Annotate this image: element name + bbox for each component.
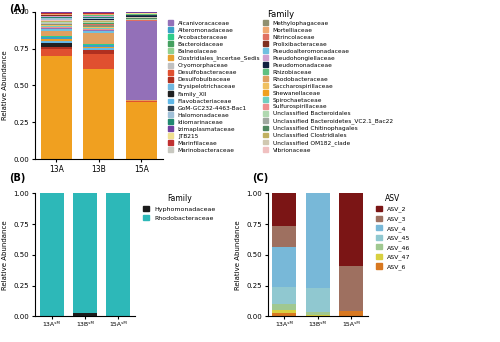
Bar bbox=[306, 288, 330, 312]
Bar bbox=[40, 193, 64, 316]
Bar bbox=[272, 247, 296, 287]
Bar bbox=[126, 22, 156, 100]
Bar bbox=[84, 15, 114, 16]
Bar bbox=[41, 37, 72, 39]
Y-axis label: Relative Abundance: Relative Abundance bbox=[234, 220, 240, 290]
Bar bbox=[272, 226, 296, 247]
Bar bbox=[41, 13, 72, 14]
Y-axis label: Relative Abundance: Relative Abundance bbox=[2, 220, 8, 290]
Bar bbox=[126, 20, 156, 21]
Bar bbox=[41, 20, 72, 21]
Bar bbox=[41, 56, 72, 159]
Bar bbox=[84, 13, 114, 14]
Bar bbox=[126, 17, 156, 18]
Bar bbox=[306, 315, 330, 316]
Bar bbox=[41, 49, 72, 56]
Bar bbox=[73, 193, 97, 313]
Bar bbox=[272, 310, 296, 313]
Bar bbox=[84, 48, 114, 49]
Bar bbox=[41, 16, 72, 17]
Legend: ASV_2, ASV_3, ASV_4, ASV_45, ASV_46, ASV_47, ASV_6: ASV_2, ASV_3, ASV_4, ASV_45, ASV_46, ASV… bbox=[376, 194, 410, 270]
Bar bbox=[41, 18, 72, 19]
Bar bbox=[84, 28, 114, 29]
Bar bbox=[41, 26, 72, 27]
Bar bbox=[41, 47, 72, 49]
Bar bbox=[84, 29, 114, 30]
Bar bbox=[339, 266, 363, 312]
Text: (A): (A) bbox=[9, 4, 26, 14]
Bar bbox=[126, 14, 156, 15]
Bar bbox=[41, 22, 72, 23]
Bar bbox=[41, 43, 72, 47]
Bar bbox=[41, 12, 72, 13]
Bar bbox=[126, 16, 156, 17]
Bar bbox=[73, 313, 97, 316]
Bar bbox=[272, 287, 296, 304]
Bar bbox=[84, 12, 114, 13]
Bar bbox=[84, 19, 114, 20]
Bar bbox=[84, 31, 114, 33]
Bar bbox=[41, 24, 72, 25]
Bar bbox=[41, 39, 72, 41]
Bar bbox=[126, 100, 156, 101]
Bar bbox=[126, 18, 156, 19]
Bar bbox=[306, 193, 330, 288]
Bar bbox=[84, 23, 114, 24]
Bar bbox=[84, 24, 114, 25]
Bar bbox=[41, 41, 72, 42]
Bar bbox=[306, 312, 330, 315]
Bar bbox=[41, 28, 72, 29]
Bar bbox=[84, 17, 114, 18]
Bar bbox=[84, 25, 114, 27]
Bar bbox=[41, 17, 72, 18]
Bar bbox=[84, 49, 114, 50]
Bar bbox=[84, 45, 114, 47]
Bar bbox=[41, 29, 72, 31]
Bar bbox=[84, 21, 114, 22]
Bar bbox=[41, 21, 72, 22]
Bar bbox=[272, 304, 296, 310]
Bar bbox=[41, 15, 72, 16]
Bar bbox=[84, 69, 114, 159]
Bar bbox=[339, 193, 363, 266]
Bar bbox=[126, 19, 156, 20]
Bar bbox=[126, 15, 156, 16]
Bar bbox=[126, 102, 156, 159]
Bar bbox=[84, 18, 114, 19]
Bar bbox=[106, 193, 130, 316]
Bar bbox=[41, 19, 72, 20]
Bar bbox=[84, 22, 114, 23]
Bar bbox=[84, 27, 114, 28]
Bar bbox=[339, 312, 363, 316]
Bar bbox=[84, 54, 114, 69]
Bar bbox=[41, 25, 72, 26]
Bar bbox=[272, 313, 296, 316]
Bar bbox=[84, 44, 114, 45]
Bar bbox=[41, 14, 72, 15]
Bar bbox=[84, 50, 114, 51]
Bar bbox=[84, 14, 114, 15]
Y-axis label: Relative Abundance: Relative Abundance bbox=[2, 51, 8, 120]
Bar bbox=[84, 51, 114, 54]
Bar bbox=[41, 27, 72, 28]
Legend: Alcanivoracaceae, Alteromonadaceae, Arcobacteraceae, Bacteroidaceae, Balneolacea: Alcanivoracaceae, Alteromonadaceae, Arco… bbox=[168, 10, 393, 153]
Legend: Hyphomonadaceae, Rhodobacteraceae: Hyphomonadaceae, Rhodobacteraceae bbox=[143, 194, 216, 221]
Bar bbox=[41, 23, 72, 24]
Bar bbox=[126, 21, 156, 22]
Text: (C): (C) bbox=[252, 173, 269, 183]
Bar bbox=[272, 193, 296, 226]
Bar bbox=[84, 33, 114, 44]
Bar bbox=[41, 42, 72, 43]
Text: (B): (B) bbox=[9, 173, 26, 183]
Bar bbox=[84, 47, 114, 48]
Bar bbox=[84, 20, 114, 21]
Bar bbox=[41, 31, 72, 37]
Bar bbox=[84, 16, 114, 17]
Bar bbox=[126, 101, 156, 102]
Bar bbox=[84, 30, 114, 31]
